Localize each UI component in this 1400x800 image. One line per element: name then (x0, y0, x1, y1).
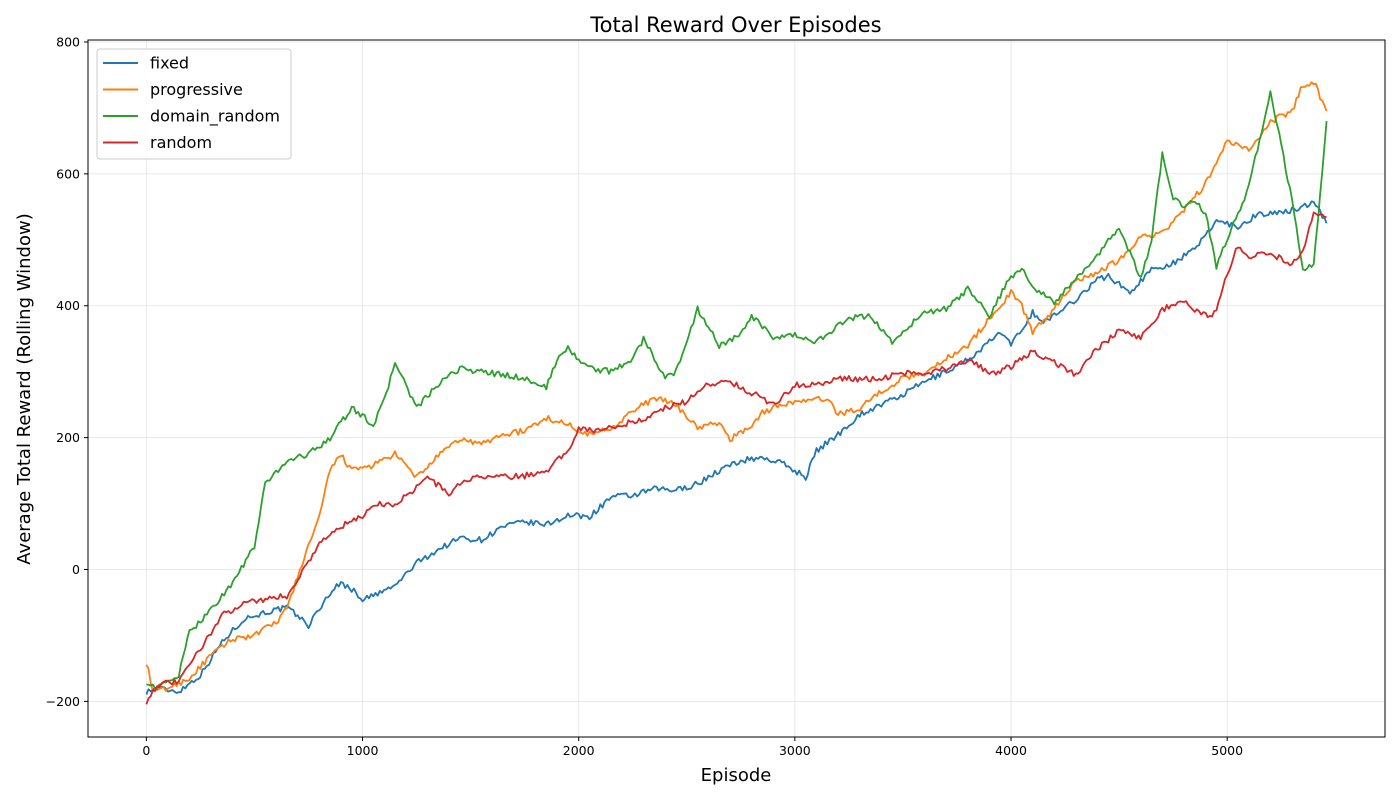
series-lines (145, 81, 1328, 705)
x-axis-title: Episode (701, 765, 772, 786)
x-tick-label: 1000 (347, 743, 379, 758)
series-line-fixed (145, 200, 1328, 695)
x-tick-label: 2000 (563, 743, 595, 758)
x-tick-label: 3000 (779, 743, 811, 758)
legend-label: fixed (150, 54, 189, 73)
chart-title: Total Reward Over Episodes (589, 13, 881, 37)
y-tick-label: 200 (56, 430, 80, 445)
x-tick-label: 0 (142, 743, 150, 758)
legend-label: random (150, 133, 212, 152)
x-tick-label: 5000 (1211, 743, 1243, 758)
series-line-random (145, 211, 1327, 705)
axis-ticks: 0 1000 2000 3000 4000 5000 −200 0 200 400 600 800 (46, 34, 1243, 758)
y-tick-label: 0 (72, 562, 80, 577)
grid (88, 40, 1385, 737)
legend-label: progressive (150, 80, 243, 99)
y-tick-label: 600 (56, 166, 80, 181)
y-tick-label: 400 (56, 298, 80, 313)
y-tick-label: 800 (56, 34, 80, 49)
plot-frame (87, 39, 1386, 738)
legend-box (96, 48, 292, 160)
x-tick-label: 4000 (995, 743, 1027, 758)
legend-label: domain_random (150, 107, 280, 127)
series-line-domain-random (146, 90, 1328, 690)
y-axis-title: Average Total Reward (Rolling Window) (14, 213, 35, 564)
y-tick-label: −200 (46, 694, 80, 709)
